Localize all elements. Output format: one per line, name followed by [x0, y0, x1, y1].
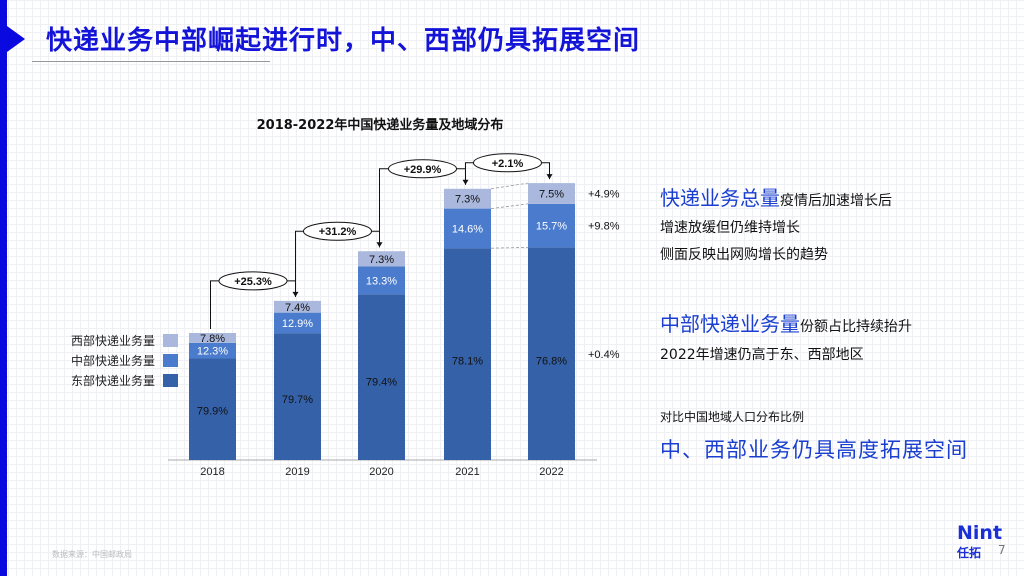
point-1-line-2: 增速放缓但仍维持增长: [660, 220, 800, 236]
x-tick-label: 2022: [539, 466, 563, 478]
data-label: 12.9%: [282, 318, 313, 330]
legend-item-west: 西部快递业务量: [58, 330, 178, 350]
logo-cn: 任拓: [957, 546, 982, 560]
dashed-connector: [490, 182, 529, 190]
dashed-connector: [490, 203, 529, 209]
data-label: 79.4%: [366, 376, 397, 388]
data-label: 79.9%: [197, 405, 228, 417]
growth-badge: [303, 221, 372, 241]
bar-segment: [274, 300, 321, 313]
growth-label: +31.2%: [319, 226, 357, 238]
legend-label: 东部快递业务量: [70, 373, 155, 388]
data-label: 79.7%: [282, 394, 313, 406]
bar-segment: [528, 203, 575, 248]
bar-segment: [274, 312, 321, 334]
point-3-line-1: 对比中国地域人口分布比例: [660, 410, 805, 424]
bar-segment: [358, 294, 405, 460]
page-number: 7: [998, 543, 1006, 557]
chart-legend: 西部快递业务量 中部快递业务量 东部快递业务量: [58, 330, 178, 390]
body-text: 份额占比持续抬升: [800, 319, 912, 335]
bar-segment: [189, 333, 236, 343]
bar-segment: [444, 188, 491, 209]
data-label: 12.3%: [197, 346, 228, 358]
legend-swatch: [163, 353, 178, 367]
legend-swatch: [163, 373, 178, 387]
accent-bar: [0, 0, 7, 576]
bar-segment: [528, 183, 575, 204]
data-label: 13.3%: [366, 275, 397, 287]
data-label: 7.3%: [455, 194, 480, 206]
legend-label: 西部快递业务量: [70, 333, 155, 348]
page-title: 快递业务中部崛起进行时，中、西部仍具拓展空间: [46, 26, 641, 56]
data-label: 7.5%: [539, 188, 564, 200]
title-underline: [32, 61, 270, 62]
growth-badge: [473, 153, 542, 173]
legend-item-central: 中部快递业务量: [58, 350, 178, 370]
data-label: 15.7%: [536, 221, 567, 233]
data-label: 7.4%: [285, 302, 310, 314]
growth-label: +2.1%: [492, 158, 524, 170]
body-text: 疫情后加速增长后: [780, 193, 892, 209]
logo-nint: Nint: [957, 522, 1003, 544]
data-label: 7.8%: [200, 333, 225, 345]
region-growth-label: +4.9%: [588, 188, 620, 200]
legend-label: 中部快递业务量: [70, 353, 155, 368]
point-1-line-1: 快递业务总量疫情后加速增长后: [660, 182, 892, 211]
growth-badge: [388, 159, 457, 179]
bar-segment: [528, 247, 575, 460]
data-label: 76.8%: [536, 355, 567, 367]
data-label: 7.3%: [369, 254, 394, 266]
growth-label: +25.3%: [234, 276, 272, 288]
bar-segment: [444, 208, 491, 249]
highlight-text: 快递业务总量: [660, 186, 780, 210]
legend-swatch: [163, 333, 178, 347]
data-label: 14.6%: [452, 223, 483, 235]
growth-badge: [218, 271, 288, 291]
bar-segment: [358, 251, 405, 267]
x-tick-label: 2018: [200, 466, 224, 478]
x-tick-label: 2020: [369, 466, 393, 478]
title-arrow-icon: [7, 26, 25, 52]
point-3-headline: 中、西部业务仍具高度拓展空间: [660, 438, 968, 462]
arrow-icon: [546, 174, 553, 180]
bar-segment: [274, 333, 321, 460]
point-2-line-2: 2022年增速仍高于东、西部地区: [660, 347, 864, 363]
region-growth-label: +0.4%: [588, 349, 620, 361]
bar-segment: [189, 342, 236, 359]
data-source: 数据来源：中国邮政局: [52, 550, 132, 559]
legend-item-east: 东部快递业务量: [58, 370, 178, 390]
data-label: 78.1%: [452, 356, 483, 368]
point-2-line-1: 中部快递业务量份额占比持续抬升: [660, 308, 912, 337]
highlight-text: 中部快递业务量: [660, 312, 800, 336]
bar-segment: [444, 248, 491, 460]
dashed-connector: [490, 246, 529, 249]
bar-segment: [189, 358, 236, 460]
growth-label: +29.9%: [404, 164, 442, 176]
x-tick-label: 2019: [285, 466, 309, 478]
region-growth-label: +9.8%: [588, 221, 620, 233]
chart-title: 2018-2022年中国快递业务量及地域分布: [256, 118, 504, 133]
bar-segment: [358, 266, 405, 295]
point-1-line-3: 侧面反映出网购增长的趋势: [660, 247, 828, 263]
x-tick-label: 2021: [455, 466, 479, 478]
